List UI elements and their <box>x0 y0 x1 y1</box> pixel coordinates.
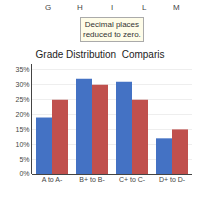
svg-text:C+ to C-: C+ to C- <box>119 176 146 183</box>
svg-text:D+ to D-: D+ to D- <box>159 176 186 183</box>
svg-text:A to A-: A to A- <box>42 176 63 183</box>
svg-text:35%: 35% <box>16 66 30 73</box>
svg-text:0%: 0% <box>19 170 29 177</box>
svg-text:B+ to B-: B+ to B- <box>79 176 105 183</box>
svg-text:H: H <box>77 3 83 12</box>
svg-text:20%: 20% <box>16 111 30 118</box>
svg-text:25%: 25% <box>16 96 30 103</box>
svg-text:L: L <box>142 3 147 12</box>
svg-text:Grade Distribution Comparis: Grade Distribution Comparis <box>36 49 165 60</box>
svg-text:Decimal placesreduced to zero.: Decimal placesreduced to zero. <box>83 20 141 39</box>
svg-text:5%: 5% <box>19 156 29 163</box>
svg-text:M: M <box>173 3 180 12</box>
svg-text:30%: 30% <box>16 81 30 88</box>
svg-text:15%: 15% <box>16 126 30 133</box>
svg-text:G: G <box>45 3 51 12</box>
svg-text:I: I <box>111 3 113 12</box>
svg-text:10%: 10% <box>16 141 30 148</box>
